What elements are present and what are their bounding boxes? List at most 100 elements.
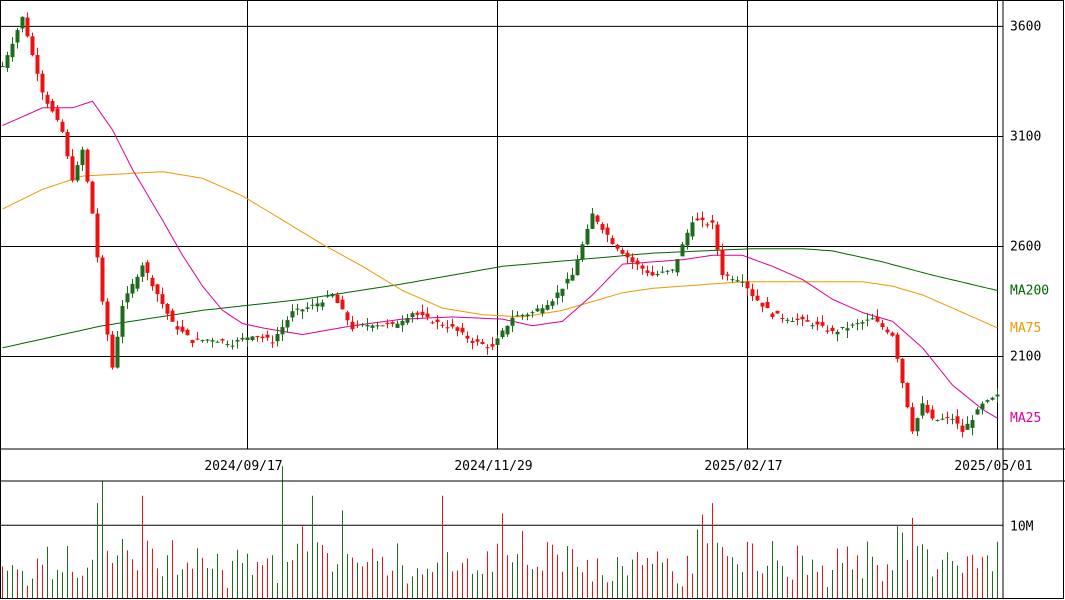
candle-body — [750, 289, 755, 297]
candle-body — [110, 334, 115, 368]
candle-body — [875, 316, 880, 322]
candle-body — [395, 323, 400, 328]
candle-body — [570, 274, 575, 281]
candle-body — [560, 288, 565, 296]
candle-body — [905, 382, 910, 408]
candle-body — [800, 316, 805, 320]
candle-body — [580, 244, 585, 260]
ma200-line — [2, 248, 998, 349]
candle-body — [640, 265, 645, 269]
candle-body — [565, 278, 570, 284]
candle-body — [955, 416, 960, 424]
candle-body — [20, 16, 25, 29]
candle-body — [785, 319, 790, 321]
candle-body — [25, 17, 30, 37]
candle-body — [435, 319, 440, 322]
candle-body — [190, 339, 195, 344]
candle-body — [690, 222, 695, 237]
candle-body — [870, 318, 875, 320]
candle-body — [695, 218, 700, 221]
candle-body — [125, 293, 130, 303]
candle-body — [35, 55, 40, 74]
candle-body — [90, 181, 95, 214]
candle-body — [545, 304, 550, 310]
candle-body — [505, 325, 510, 335]
candle-body — [625, 252, 630, 258]
candle-body — [885, 329, 890, 333]
candle-body — [455, 327, 460, 331]
candle-body — [115, 336, 120, 368]
candle-body — [590, 213, 595, 229]
candle-body — [330, 294, 335, 297]
candle-body — [830, 327, 835, 331]
candle-body — [385, 322, 390, 325]
candle-body — [895, 334, 900, 359]
candle-body — [610, 238, 615, 245]
candle-body — [960, 425, 965, 432]
candle-body — [265, 334, 270, 338]
candle-body — [530, 312, 535, 314]
candle-body — [425, 313, 430, 318]
candle-body — [485, 347, 490, 349]
candle-body — [365, 325, 370, 327]
candle-body — [900, 358, 905, 383]
candle-body — [210, 340, 215, 342]
candle-body — [225, 344, 230, 346]
candle-body — [630, 257, 635, 263]
candle-body — [550, 301, 555, 306]
x-tick-label: 2025/02/17 — [704, 459, 782, 474]
candle-body — [280, 327, 285, 335]
candle-body — [375, 325, 380, 327]
candle-body — [815, 321, 820, 325]
candle-body — [995, 394, 1000, 397]
candle-body — [595, 215, 600, 222]
candle-body — [910, 407, 915, 432]
candle-body — [970, 420, 975, 428]
candlesticks — [0, 12, 1000, 438]
candle-body — [810, 325, 815, 327]
ma25-line — [2, 100, 998, 419]
candle-body — [715, 224, 720, 250]
candle-body — [320, 302, 325, 307]
candle-body — [535, 308, 540, 312]
candle-body — [220, 339, 225, 341]
candle-body — [355, 324, 360, 326]
candle-body — [180, 326, 185, 332]
x-tick-label: 2024/11/29 — [454, 459, 532, 474]
ma200-label: MA200 — [1010, 284, 1049, 299]
candle-body — [310, 304, 315, 306]
candle-body — [350, 321, 355, 330]
candle-body — [635, 260, 640, 265]
candle-body — [285, 320, 290, 328]
candle-body — [860, 322, 865, 324]
candle-body — [135, 276, 140, 289]
candle-body — [465, 335, 470, 339]
candle-body — [275, 334, 280, 342]
candle-body — [660, 271, 665, 273]
candle-body — [155, 284, 160, 295]
candle-body — [920, 403, 925, 416]
candle-body — [175, 326, 180, 330]
candle-body — [645, 270, 650, 273]
candle-body — [525, 314, 530, 317]
candle-body — [60, 121, 65, 132]
candle-body — [260, 336, 265, 339]
candle-body — [835, 331, 840, 335]
candle-body — [950, 418, 955, 420]
candle-body — [75, 165, 80, 181]
candle-body — [470, 340, 475, 343]
candle-body — [680, 244, 685, 257]
candle-body — [730, 279, 735, 281]
candle-body — [675, 259, 680, 273]
candle-body — [735, 280, 740, 282]
candle-body — [45, 94, 50, 104]
candle-body — [200, 340, 205, 342]
candle-body — [490, 344, 495, 347]
candle-body — [540, 308, 545, 314]
candle-body — [70, 156, 75, 181]
y-tick-label: 3600 — [1010, 19, 1041, 34]
candle-body — [400, 320, 405, 326]
candle-body — [765, 301, 770, 309]
candle-body — [240, 337, 245, 340]
